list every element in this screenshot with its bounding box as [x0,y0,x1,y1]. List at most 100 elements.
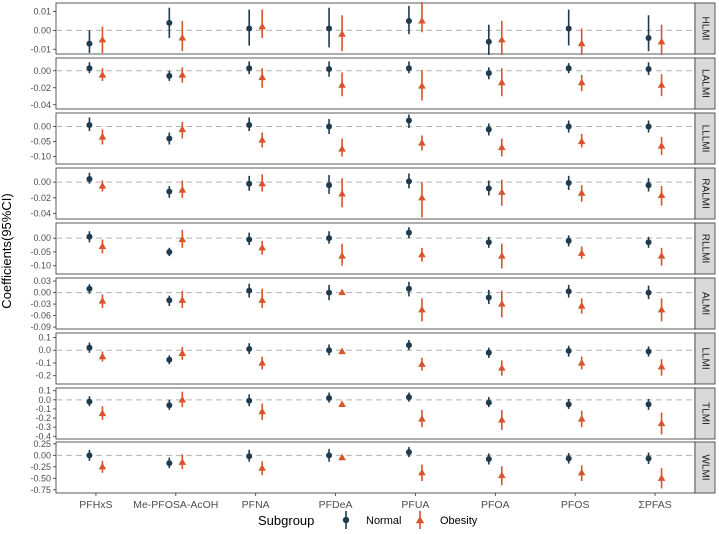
point-normal-Me-PFOSA-AcOH [166,297,173,304]
point-obesity-PFOA [498,300,506,307]
point-normal-PFHxS [86,398,93,405]
point-obesity-Me-PFOSA-AcOH [178,235,187,243]
point-obesity-PFDeA [338,347,346,355]
point-normal-PFHxS [86,40,93,47]
point-obesity-Me-PFOSA-AcOH [178,296,187,303]
point-obesity-Me-PFOSA-AcOH [178,395,187,403]
point-obesity-PFOA [498,188,506,195]
point-normal-PFHxS [86,175,93,182]
strip-llmi [694,332,716,385]
legend-label-normal: Normal [366,515,401,527]
point-obesity-PFOS [577,301,586,309]
point-normal-PFOS [565,179,572,186]
point-normal-PFOS [565,455,572,462]
point-obesity-PFOA [498,471,506,479]
point-obesity-PFUA [418,82,426,89]
strip-label: TLMI [699,402,710,425]
point-normal-ΣPFAS [645,348,652,355]
point-normal-ΣPFAS [645,401,652,408]
point-obesity-PFDeA [338,252,346,259]
point-obesity-PFOS [577,189,586,196]
point-obesity-Me-PFOSA-AcOH [178,185,187,193]
point-obesity-PFHxS [98,71,107,78]
y-tick-label: 0.0 [38,345,51,355]
y-tick-label: -0.04 [30,100,51,110]
point-obesity-PFHxS [98,182,107,189]
panels: 0.010.00-0.01HLMI0.00-0.02-0.04LALMI0.00… [30,2,716,495]
point-obesity-PFUA [418,193,426,201]
point-obesity-PFNA [258,22,266,30]
point-normal-PFUA [405,117,412,124]
point-obesity-Me-PFOSA-AcOH [178,33,187,41]
point-normal-PFDeA [326,66,333,73]
point-obesity-PFDeA [338,81,346,88]
point-obesity-PFHxS [98,242,107,250]
y-tick-label: -0.09 [30,322,51,332]
y-tick-label: -0.1 [35,358,51,368]
point-normal-ΣPFAS [645,182,652,189]
point-normal-PFUA [405,342,412,349]
point-obesity-ΣPFAS [657,142,666,149]
point-obesity-PFUA [418,16,426,24]
point-normal-PFUA [405,394,412,401]
point-obesity-ΣPFAS [657,419,666,427]
point-normal-PFOA [485,38,492,45]
point-normal-PFOS [565,25,572,32]
point-obesity-PFNA [258,407,266,415]
point-obesity-PFNA [258,464,266,471]
point-normal-ΣPFAS [645,289,652,296]
legend-title: Subgroup [258,513,314,528]
point-normal-PFDeA [326,395,333,402]
panel-tlmi: 0.10.0-0.1-0.2-0.3-0.4 TLMI [35,386,716,441]
y-tick-label: -0.05 [30,247,51,257]
y-tick-label: 0.03 [33,276,51,286]
x-tick-label-Me-PFOSA-AcOH: Me-PFOSA-AcOH [133,499,218,511]
point-normal-Me-PFOSA-AcOH [166,135,173,142]
y-tick-label: 0.1 [38,386,51,396]
point-obesity-PFNA [258,136,266,143]
strip-almi [694,277,716,330]
y-tick-label: -0.03 [30,299,51,309]
point-obesity-PFDeA [338,30,346,37]
strip-label: HLMI [699,17,710,41]
point-normal-PFNA [246,122,253,128]
strip-label: LLMI [699,347,710,369]
panel-background [55,332,696,385]
point-normal-Me-PFOSA-AcOH [166,188,173,195]
point-obesity-PFOA [498,415,506,423]
x-tick-label-PFOA: PFOA [481,499,510,511]
x-tick-label-PFUA: PFUA [401,499,429,511]
y-tick-label: -0.05 [30,137,51,147]
point-normal-PFUA [405,65,412,72]
point-normal-PFOA [485,185,492,192]
y-tick-label: -0.50 [30,473,51,483]
point-normal-Me-PFOSA-AcOH [166,19,173,26]
point-obesity-Me-PFOSA-AcOH [178,125,187,133]
y-axis-title: Coefficients(95%CI) [0,193,14,308]
y-tick-label: -0.10 [30,152,51,162]
point-normal-PFHxS [86,233,93,240]
point-normal-PFDeA [326,289,333,296]
point-obesity-PFOS [577,39,586,47]
y-tick-label: -0.04 [30,209,51,219]
panel-background [55,387,696,440]
point-normal-PFOA [485,239,492,246]
point-obesity-PFUA [418,250,426,258]
point-normal-ΣPFAS [645,455,652,462]
y-tick-label: 0.01 [33,7,51,17]
point-obesity-PFHxS [98,352,107,360]
panel-background [55,2,696,55]
point-normal-Me-PFOSA-AcOH [166,402,173,409]
x-tick-label-PFNA: PFNA [242,499,270,511]
panel-background [55,167,696,220]
y-tick-label: -0.4 [35,431,51,441]
strip-rllmi [694,222,716,275]
strip-label: ALMI [699,292,710,315]
point-obesity-PFOA [498,252,506,259]
point-normal-PFNA [246,345,253,352]
y-tick-label: -0.25 [30,462,51,472]
y-tick-label: -0.02 [30,83,51,93]
x-tick-label-PFOS: PFOS [561,499,590,511]
strip-hlmi [694,2,716,55]
point-obesity-PFNA [258,296,266,303]
